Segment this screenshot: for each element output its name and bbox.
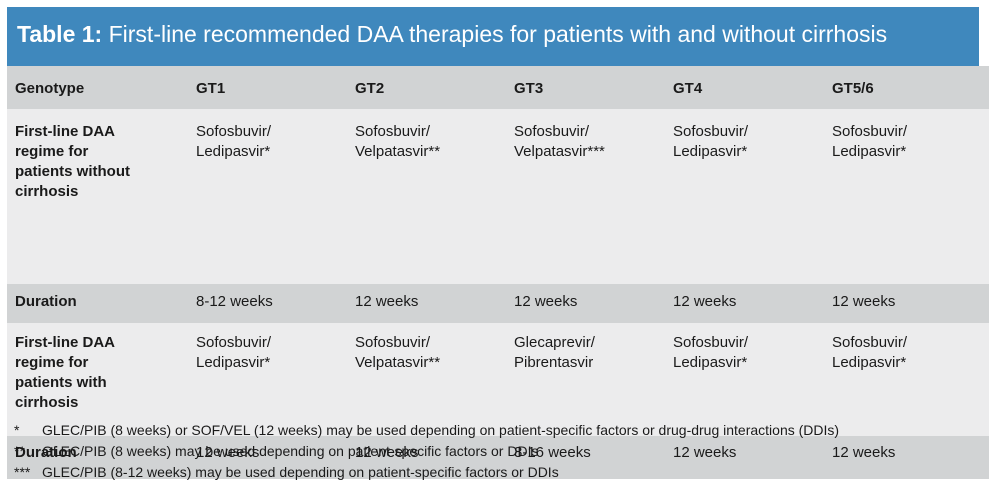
table-cell: Sofosbuvir/ Ledipasvir* (196, 109, 355, 284)
column-header-gt56: GT5/6 (832, 66, 989, 109)
table-cell: 12 weeks (673, 436, 832, 479)
row-label-regime-without-cirrhosis: First-line DAA regime for patients witho… (7, 109, 196, 284)
table-row: Duration 8-12 weeks 12 weeks 12 weeks 12… (7, 284, 989, 323)
row-label-duration: Duration (7, 436, 196, 479)
table-title-bar: Table 1: First-line recommended DAA ther… (7, 7, 979, 66)
table-cell: 12 weeks (355, 436, 514, 479)
footnote-mark: ** (14, 443, 25, 459)
table-cell: Sofosbuvir/ Velpatasvir*** (514, 109, 673, 284)
table-cell: 8-12 weeks (196, 284, 355, 323)
table-cell: Sofosbuvir/ Ledipasvir* (673, 109, 832, 284)
column-header-gt1: GT1 (196, 66, 355, 109)
table-cell: 12 weeks (355, 284, 514, 323)
table-header-row: Genotype GT1 GT2 GT3 GT4 GT5/6 (7, 66, 989, 109)
footnote-mark: *** (14, 464, 31, 480)
table-cell: 12 weeks (514, 284, 673, 323)
table-cell: 12 weeks (832, 436, 989, 479)
footnote: *** GLEC/PIB (8-12 weeks) may be used de… (14, 462, 839, 483)
table-cell: Sofosbuvir/ Velpatasvir** (355, 323, 514, 436)
table-cell: 12 weeks (832, 284, 989, 323)
column-header-gt2: GT2 (355, 66, 514, 109)
footnotes: * GLEC/PIB (8 weeks) or SOF/VEL (12 week… (14, 420, 839, 483)
table-row: First-line DAA regime for patients with … (7, 323, 989, 436)
table-number: Table 1: (17, 21, 103, 47)
table-figure: Table 1: First-line recommended DAA ther… (7, 7, 989, 479)
table-cell: Sofosbuvir/ Ledipasvir* (832, 109, 989, 284)
column-header-gt4: GT4 (673, 66, 832, 109)
table-cell: 8-16 weeks (514, 436, 673, 479)
table-cell: Sofosbuvir/ Ledipasvir* (832, 323, 989, 436)
table-title: First-line recommended DAA therapies for… (108, 21, 888, 47)
table-row: Duration 12 weeks 12 weeks 8-16 weeks 12… (7, 436, 989, 479)
therapy-table: Genotype GT1 GT2 GT3 GT4 GT5/6 First-lin… (7, 66, 989, 479)
table-cell: Sofosbuvir/ Ledipasvir* (196, 323, 355, 436)
footnote-text: GLEC/PIB (8 weeks) may be used depending… (42, 443, 539, 459)
table-cell: 12 weeks (673, 284, 832, 323)
footnote-mark: * (14, 422, 20, 438)
table-cell: Sofosbuvir/ Ledipasvir* (673, 323, 832, 436)
table-cell: Glecaprevir/ Pibrentasvir (514, 323, 673, 436)
footnote-text: GLEC/PIB (8-12 weeks) may be used depend… (42, 464, 559, 480)
table-cell: Sofosbuvir/ Velpatasvir** (355, 109, 514, 284)
table-cell: 12 weeks (196, 436, 355, 479)
footnote-text: GLEC/PIB (8 weeks) or SOF/VEL (12 weeks)… (42, 422, 840, 438)
column-header-gt3: GT3 (514, 66, 673, 109)
row-label-regime-with-cirrhosis: First-line DAA regime for patients with … (7, 323, 196, 436)
column-header-genotype: Genotype (7, 66, 196, 109)
table-row: First-line DAA regime for patients witho… (7, 109, 989, 284)
row-label-duration: Duration (7, 284, 196, 323)
footnote: ** GLEC/PIB (8 weeks) may be used depend… (14, 441, 839, 462)
footnote: * GLEC/PIB (8 weeks) or SOF/VEL (12 week… (14, 420, 839, 441)
